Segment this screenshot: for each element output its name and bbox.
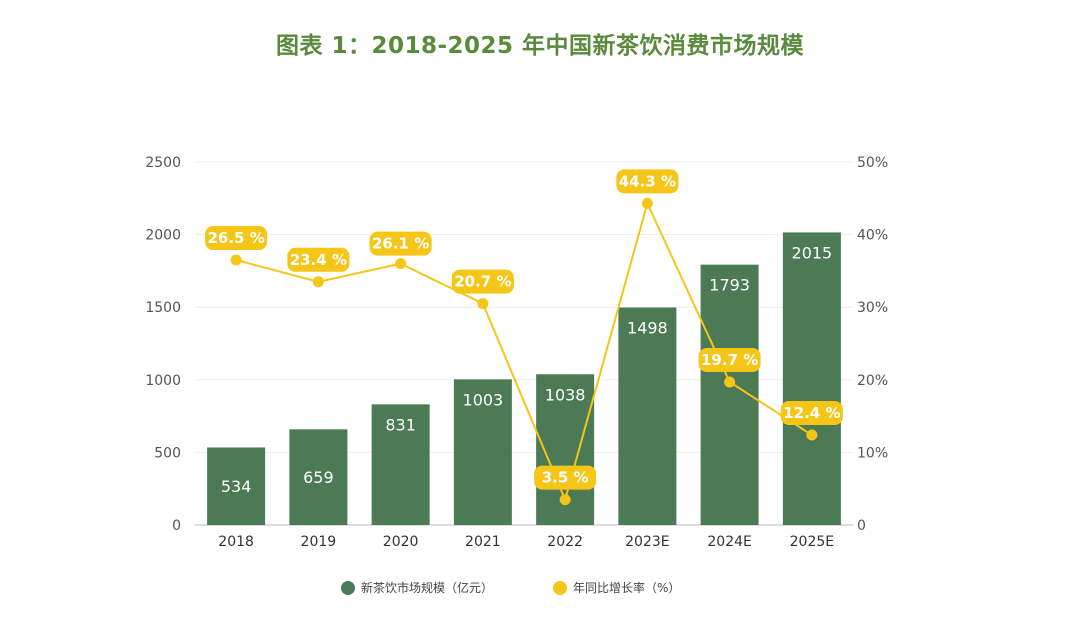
legend-marker-bars xyxy=(341,581,355,595)
growth-point xyxy=(230,254,242,266)
growth-label-box xyxy=(205,226,268,251)
growth-point xyxy=(477,298,489,310)
chart-title: 图表 1：2018-2025 年中国新茶饮消费市场规模 xyxy=(275,33,805,59)
y-right-tick-label: 50% xyxy=(857,155,888,171)
bar xyxy=(618,307,677,525)
growth-point xyxy=(312,276,324,288)
bar-value-label: 534 xyxy=(221,477,252,496)
y-left-tick-label: 2000 xyxy=(145,228,181,244)
growth-label: 26.5 % xyxy=(207,229,264,247)
growth-label-box xyxy=(616,169,679,194)
growth-label: 20.7 % xyxy=(454,273,511,291)
bar-value-label: 2015 xyxy=(792,243,833,262)
growth-label: 23.4 % xyxy=(290,251,347,269)
y-right-tick-label: 30% xyxy=(857,300,888,316)
legend-marker-line xyxy=(553,581,567,595)
bar xyxy=(782,232,841,525)
growth-label-box xyxy=(780,400,843,425)
growth-label: 12.4 % xyxy=(783,404,840,422)
growth-label-box xyxy=(534,465,597,490)
growth-point xyxy=(395,258,407,270)
x-tick-label: 2025E xyxy=(790,534,834,550)
growth-label-box xyxy=(369,231,432,256)
x-tick-label: 2022 xyxy=(547,534,583,550)
bar-value-label: 1003 xyxy=(463,390,504,409)
y-left-tick-label: 1500 xyxy=(145,300,181,316)
y-right-tick-label: 10% xyxy=(857,445,888,461)
legend-label-line: 年同比增长率（%） xyxy=(573,580,680,595)
growth-label-box xyxy=(287,247,350,272)
x-tick-label: 2020 xyxy=(383,534,419,550)
x-tick-label: 2024E xyxy=(707,534,751,550)
bar-value-label: 1793 xyxy=(709,276,750,295)
x-tick-label: 2019 xyxy=(301,534,337,550)
y-left-tick-label: 2500 xyxy=(145,155,181,171)
bar xyxy=(371,404,430,525)
bar xyxy=(289,429,348,525)
y-left-tick-label: 0 xyxy=(172,518,181,534)
y-right-tick-label: 20% xyxy=(857,373,888,389)
growth-label: 26.1 % xyxy=(372,235,429,253)
growth-label: 3.5 % xyxy=(542,469,589,487)
growth-label-box xyxy=(698,347,761,372)
growth-point xyxy=(559,494,571,506)
growth-point xyxy=(641,197,653,209)
x-tick-label: 2023E xyxy=(625,534,669,550)
growth-point xyxy=(724,376,736,388)
growth-point xyxy=(806,429,818,441)
x-tick-label: 2018 xyxy=(218,534,254,550)
growth-label: 19.7 % xyxy=(701,351,758,369)
y-left-tick-label: 500 xyxy=(154,445,181,461)
legend-label-bars: 新茶饮市场规模（亿元） xyxy=(361,580,493,595)
bar-value-label: 831 xyxy=(385,415,416,434)
bar-value-label: 659 xyxy=(303,468,334,487)
bar-value-label: 1498 xyxy=(627,318,668,337)
y-right-tick-label: 40% xyxy=(857,228,888,244)
bar xyxy=(453,379,512,525)
y-left-tick-label: 1000 xyxy=(145,373,181,389)
bar xyxy=(207,447,266,525)
x-tick-label: 2021 xyxy=(465,534,501,550)
growth-label-box xyxy=(451,269,514,294)
bar-value-label: 1038 xyxy=(545,385,586,404)
growth-label: 44.3 % xyxy=(619,172,676,190)
y-right-tick-label: 0 xyxy=(857,518,866,534)
